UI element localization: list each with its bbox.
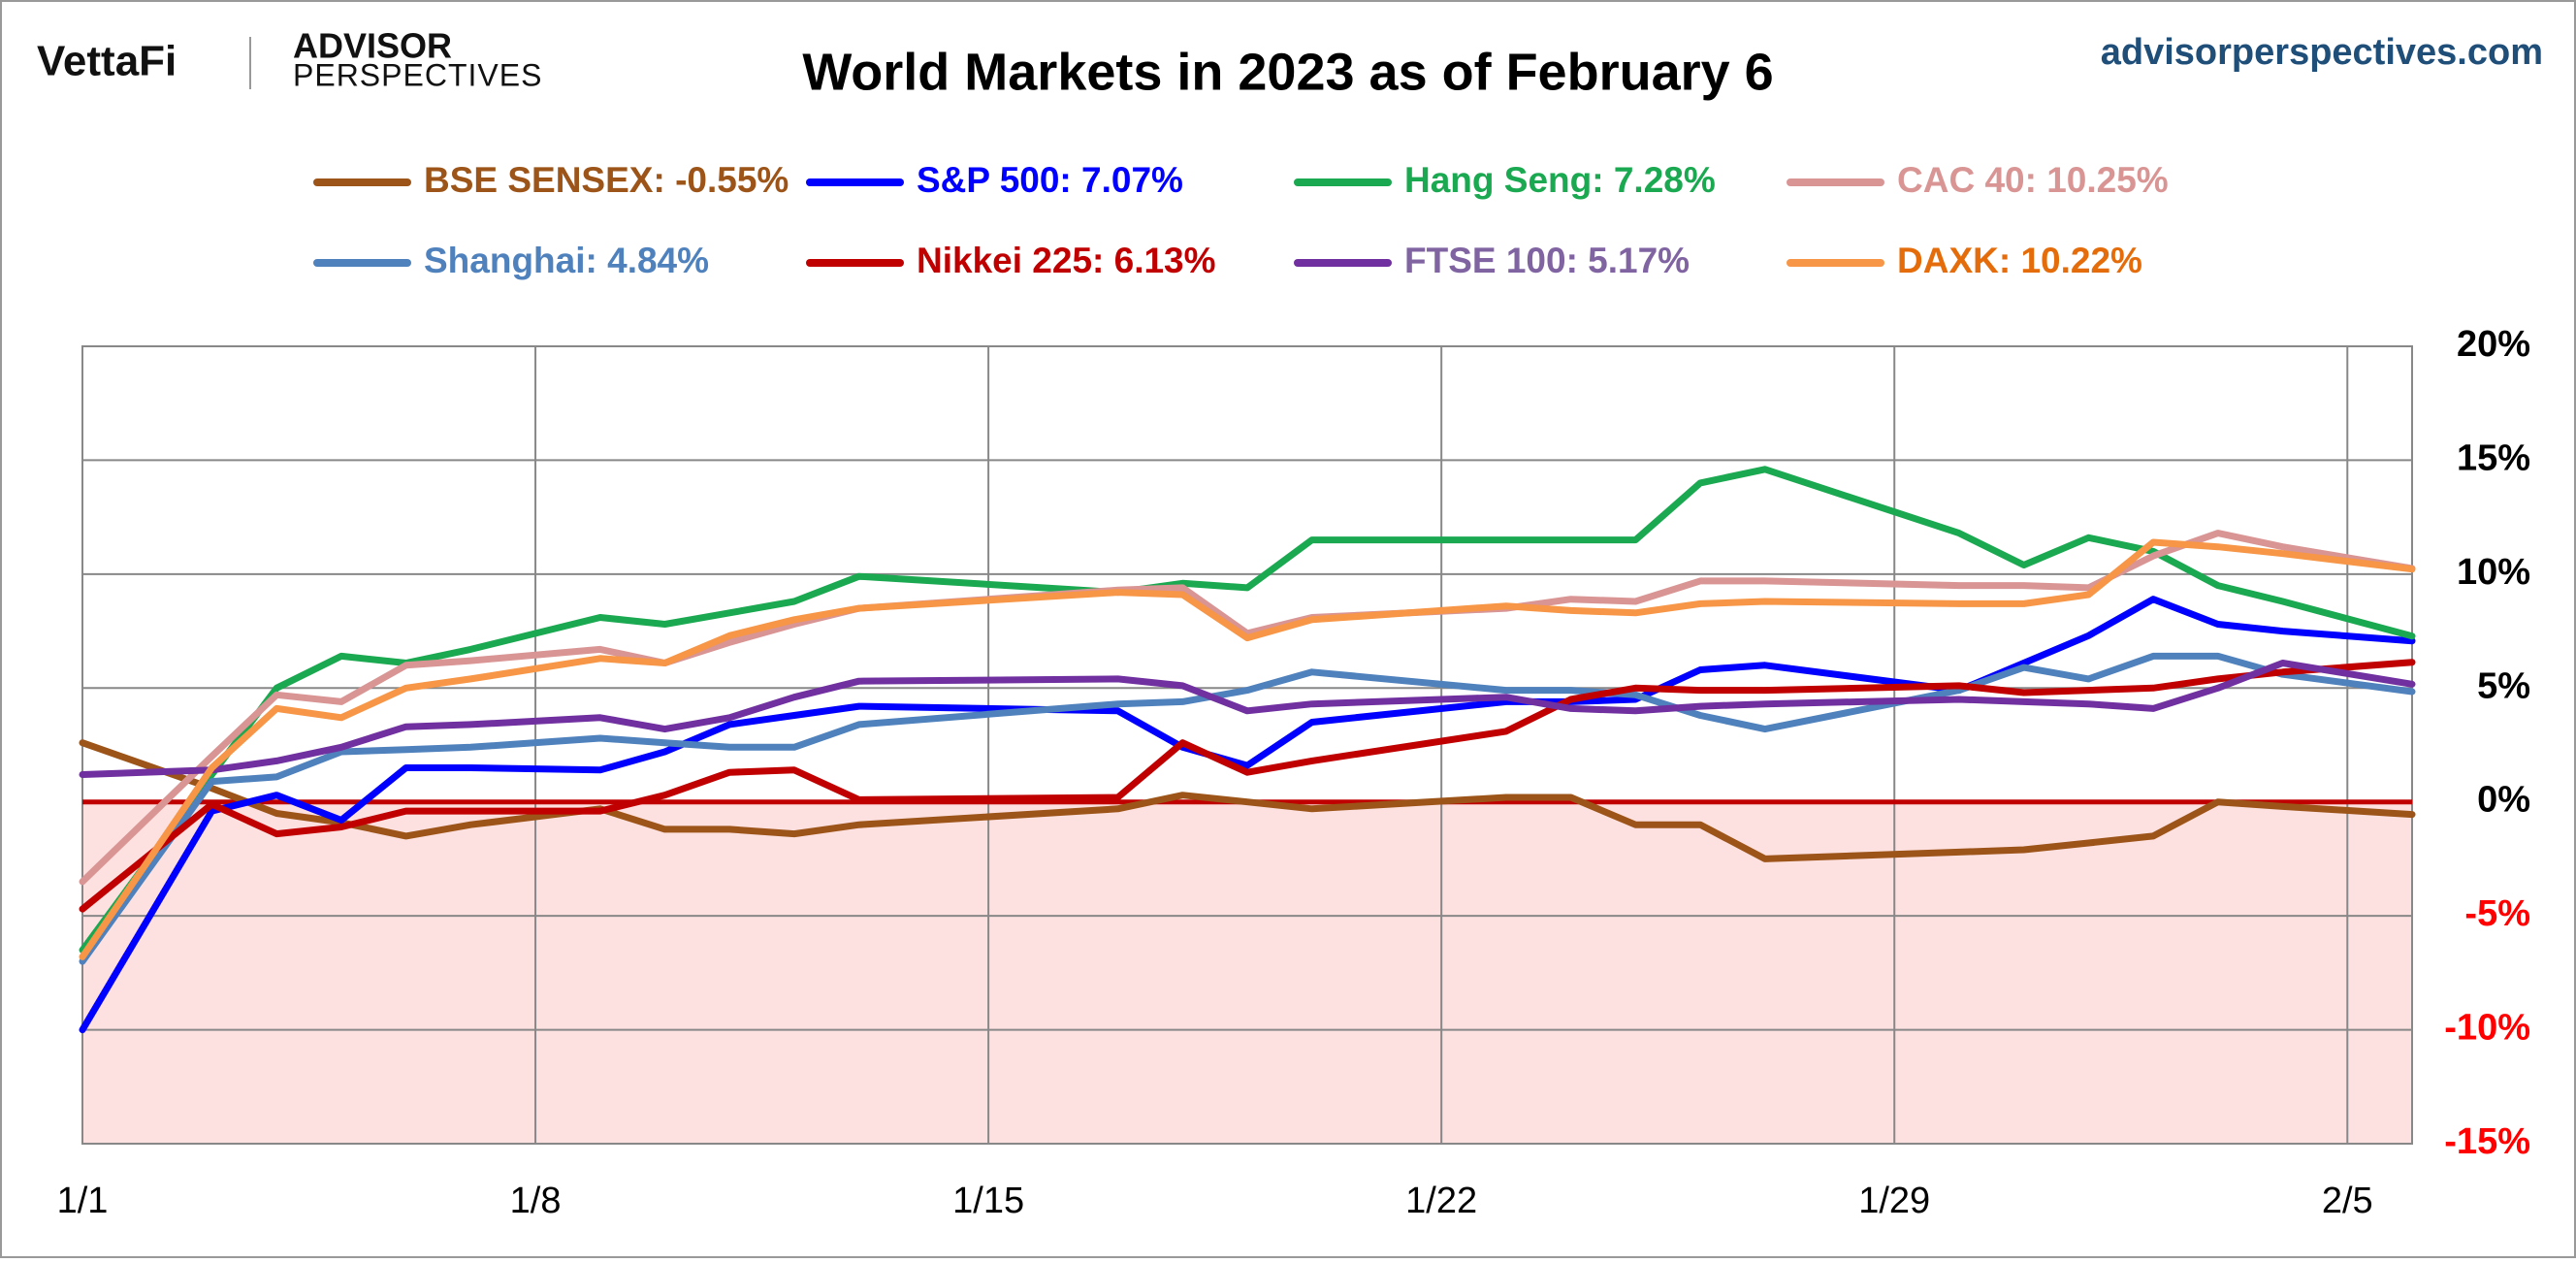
legend-label: Nikkei 225: 6.13% bbox=[917, 241, 1216, 280]
x-tick-label: 1/15 bbox=[952, 1181, 1024, 1221]
series-line bbox=[79, 739, 2416, 862]
y-tick-label: 15% bbox=[2457, 437, 2530, 478]
series-line bbox=[79, 538, 2416, 960]
series-line bbox=[79, 660, 2416, 778]
negative-region bbox=[82, 801, 2412, 1144]
legend-label: Hang Seng: 7.28% bbox=[1404, 160, 1716, 200]
x-tick-label: 1/29 bbox=[1858, 1181, 1930, 1221]
legend-label: FTSE 100: 5.17% bbox=[1404, 241, 1690, 280]
logo-bottom: PERSPECTIVES bbox=[293, 57, 542, 92]
x-tick-label: 2/5 bbox=[2322, 1181, 2373, 1221]
legend-label: S&P 500: 7.07% bbox=[917, 160, 1183, 200]
series-line bbox=[79, 466, 2416, 954]
series-line bbox=[79, 596, 2416, 1034]
x-tick-label: 1/8 bbox=[510, 1181, 562, 1221]
y-tick-label: -10% bbox=[2444, 1008, 2530, 1049]
legend-label: CAC 40: 10.25% bbox=[1897, 160, 2169, 200]
series-line bbox=[79, 652, 2416, 965]
logo-top: ADVISOR bbox=[293, 26, 452, 66]
x-tick-label: 1/1 bbox=[57, 1181, 109, 1221]
y-tick-label: 10% bbox=[2457, 552, 2530, 593]
y-tick-label: -5% bbox=[2464, 893, 2530, 934]
chart-title: World Markets in 2023 as of February 6 bbox=[802, 43, 1773, 101]
y-tick-label: -15% bbox=[2444, 1121, 2530, 1162]
legend-label: DAXK: 10.22% bbox=[1897, 241, 2142, 280]
y-tick-label: 20% bbox=[2457, 324, 2530, 365]
y-tick-label: 0% bbox=[2477, 780, 2530, 821]
legend-label: BSE SENSEX: -0.55% bbox=[424, 160, 789, 200]
brand-logo: VettaFi bbox=[37, 38, 177, 85]
series-line bbox=[79, 659, 2416, 913]
y-tick-label: 5% bbox=[2477, 665, 2530, 706]
series-line bbox=[79, 530, 2416, 886]
legend-label: Shanghai: 4.84% bbox=[424, 241, 709, 280]
x-tick-label: 1/22 bbox=[1405, 1181, 1477, 1221]
site-url: advisorperspectives.com bbox=[2101, 32, 2543, 73]
